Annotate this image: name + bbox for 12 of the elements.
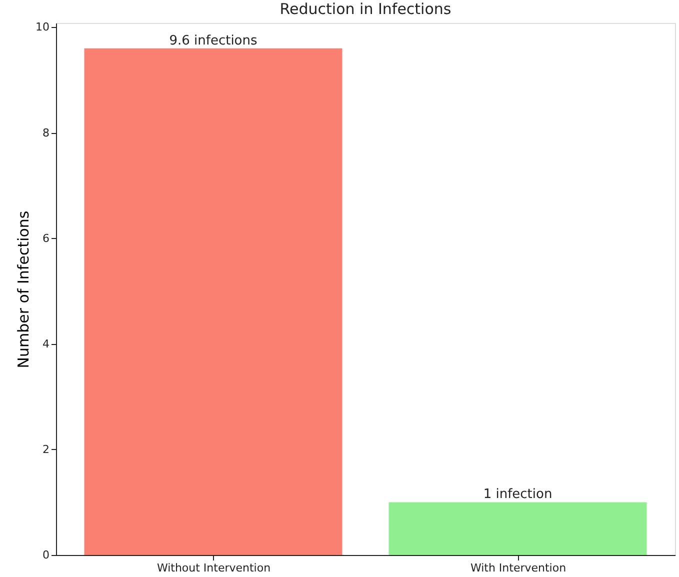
y-tick-label: 0 xyxy=(42,548,50,562)
y-tick-label: 6 xyxy=(42,232,50,245)
x-tick-label: With Intervention xyxy=(470,562,566,574)
y-tick-label: 10 xyxy=(36,20,50,34)
chart-title: Reduction in Infections xyxy=(280,0,452,18)
y-tick-label: 4 xyxy=(42,337,50,350)
data-label: 9.6 infections xyxy=(169,33,258,48)
x-tick-label: Without Intervention xyxy=(156,562,271,574)
y-tick-label: 2 xyxy=(42,442,50,456)
y-axis-title: Number of Infections xyxy=(14,210,33,368)
y-tick-label: 8 xyxy=(42,126,50,140)
data-label: 1 infection xyxy=(483,487,552,502)
